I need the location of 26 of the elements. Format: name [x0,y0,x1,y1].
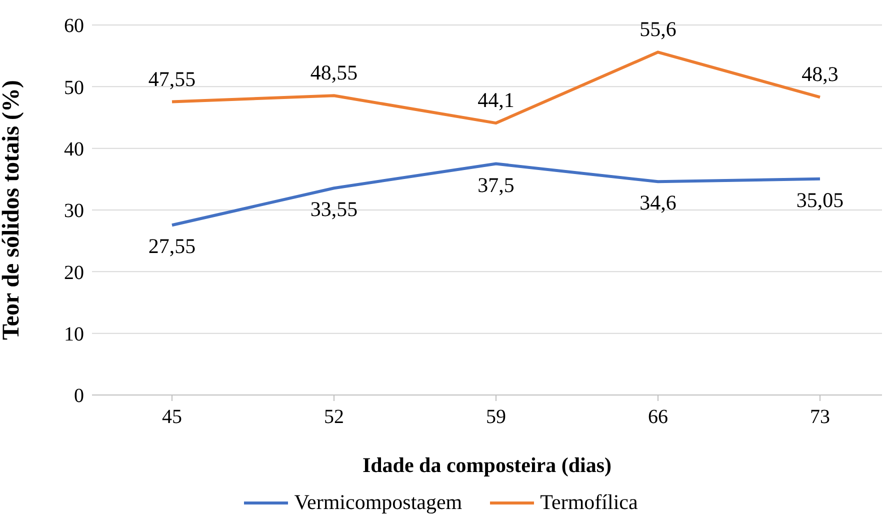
x-tick-label: 66 [648,406,668,428]
x-tick-label: 73 [810,406,830,428]
y-tick-label: 60 [64,15,84,38]
x-tick-label: 59 [486,406,506,428]
y-tick-label: 0 [74,385,84,408]
data-label: 48,55 [310,60,358,85]
y-tick-label: 40 [64,138,84,160]
x-tick-label: 45 [162,406,182,428]
y-tick-label: 50 [64,76,84,99]
data-label: 48,3 [802,62,838,86]
data-label: 27,55 [148,234,196,258]
data-label: 37,5 [478,172,514,197]
data-label: 47,55 [148,66,196,91]
data-label: 34,6 [640,190,676,215]
y-tick-label: 20 [64,262,84,284]
legend-label: Vermicompostagem [294,490,462,515]
legend-label: Termofílica [540,490,638,515]
x-axis-title: Idade da composteira (dias) [362,453,612,477]
x-tick-label: 52 [324,406,344,428]
data-label: 35,05 [796,188,844,212]
y-tick-label: 10 [64,323,84,346]
y-tick-label: 30 [64,200,84,222]
data-label: 33,55 [310,197,358,222]
y-axis-title: Teor de sólidos totais (%) [0,80,25,340]
data-label: 55,6 [640,17,676,42]
data-label: 44,1 [478,88,514,112]
